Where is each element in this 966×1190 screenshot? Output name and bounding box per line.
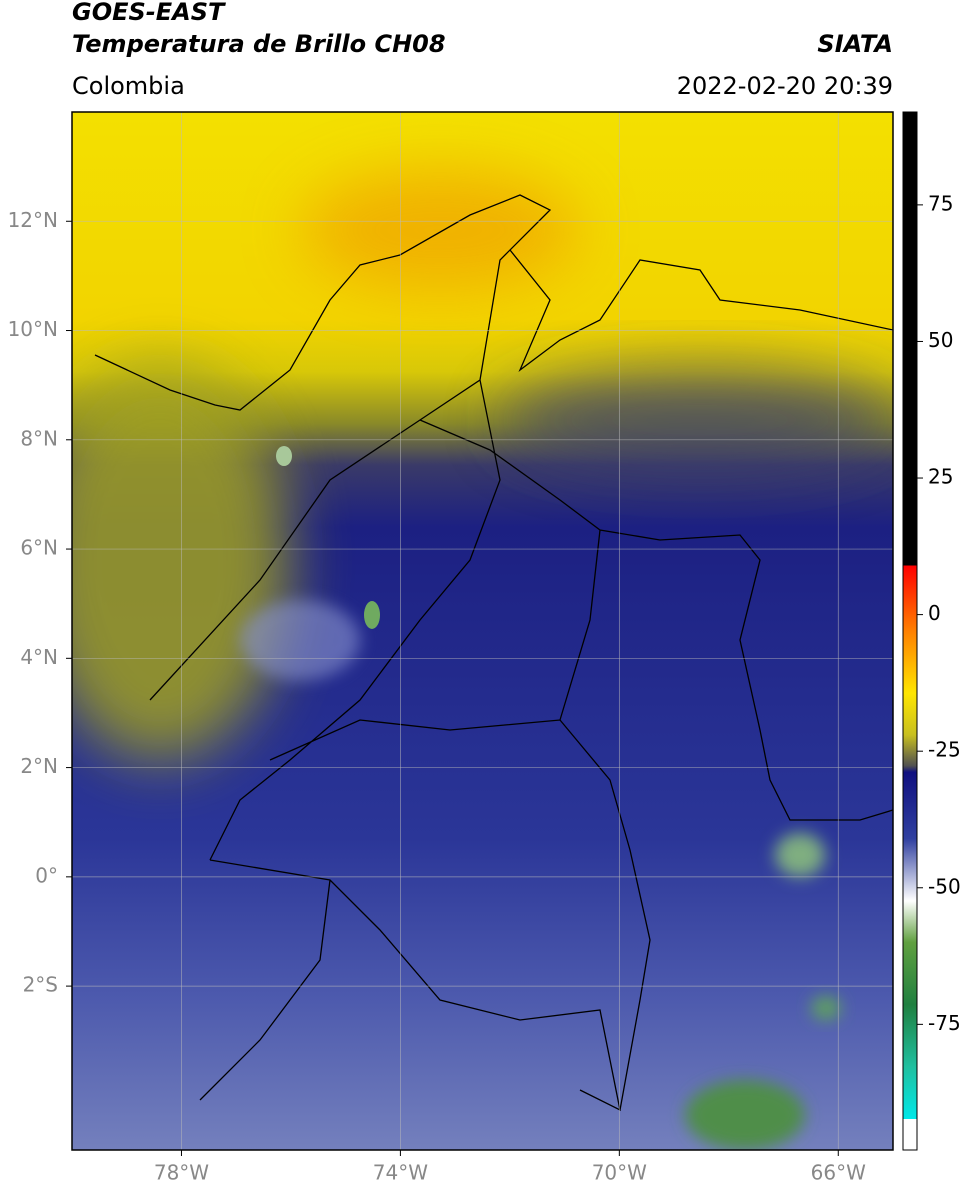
y-tick-label: 12°N xyxy=(8,208,58,232)
grid xyxy=(72,112,893,1150)
colorbar-tick-label: -75 xyxy=(928,1011,961,1035)
colorbar-tick-label: 0 xyxy=(928,601,941,625)
y-tick-label: 2°N xyxy=(20,754,58,778)
colorbar xyxy=(902,111,918,1151)
y-tick-label: 10°N xyxy=(8,317,58,341)
x-tick-label: 78°W xyxy=(154,1161,209,1185)
y-tick-label: 0° xyxy=(35,863,58,887)
x-tick-label: 74°W xyxy=(373,1161,428,1185)
map-frame xyxy=(71,111,894,1151)
colorbar-tick-label: 25 xyxy=(928,465,953,489)
colorbar-tick-label: -50 xyxy=(928,874,961,898)
region: Colombia xyxy=(72,72,185,100)
y-tick-label: 4°N xyxy=(20,645,58,669)
title: GOES-EAST xyxy=(72,0,226,26)
x-tick-label: 70°W xyxy=(592,1161,647,1185)
colorbar-tick-label: -25 xyxy=(928,738,961,762)
colorbar-tick-label: 50 xyxy=(928,328,953,352)
x-tick-label: 66°W xyxy=(811,1161,866,1185)
y-tick-label: 2°S xyxy=(23,973,58,997)
source: SIATA xyxy=(817,30,893,58)
datetime: 2022-02-20 20:39 xyxy=(677,72,893,100)
satellite-image xyxy=(72,112,893,1150)
y-tick-label: 8°N xyxy=(20,426,58,450)
subtitle: Temperatura de Brillo CH08 xyxy=(72,30,446,58)
y-tick-label: 6°N xyxy=(20,536,58,560)
colorbar-tick-label: 75 xyxy=(928,191,953,215)
